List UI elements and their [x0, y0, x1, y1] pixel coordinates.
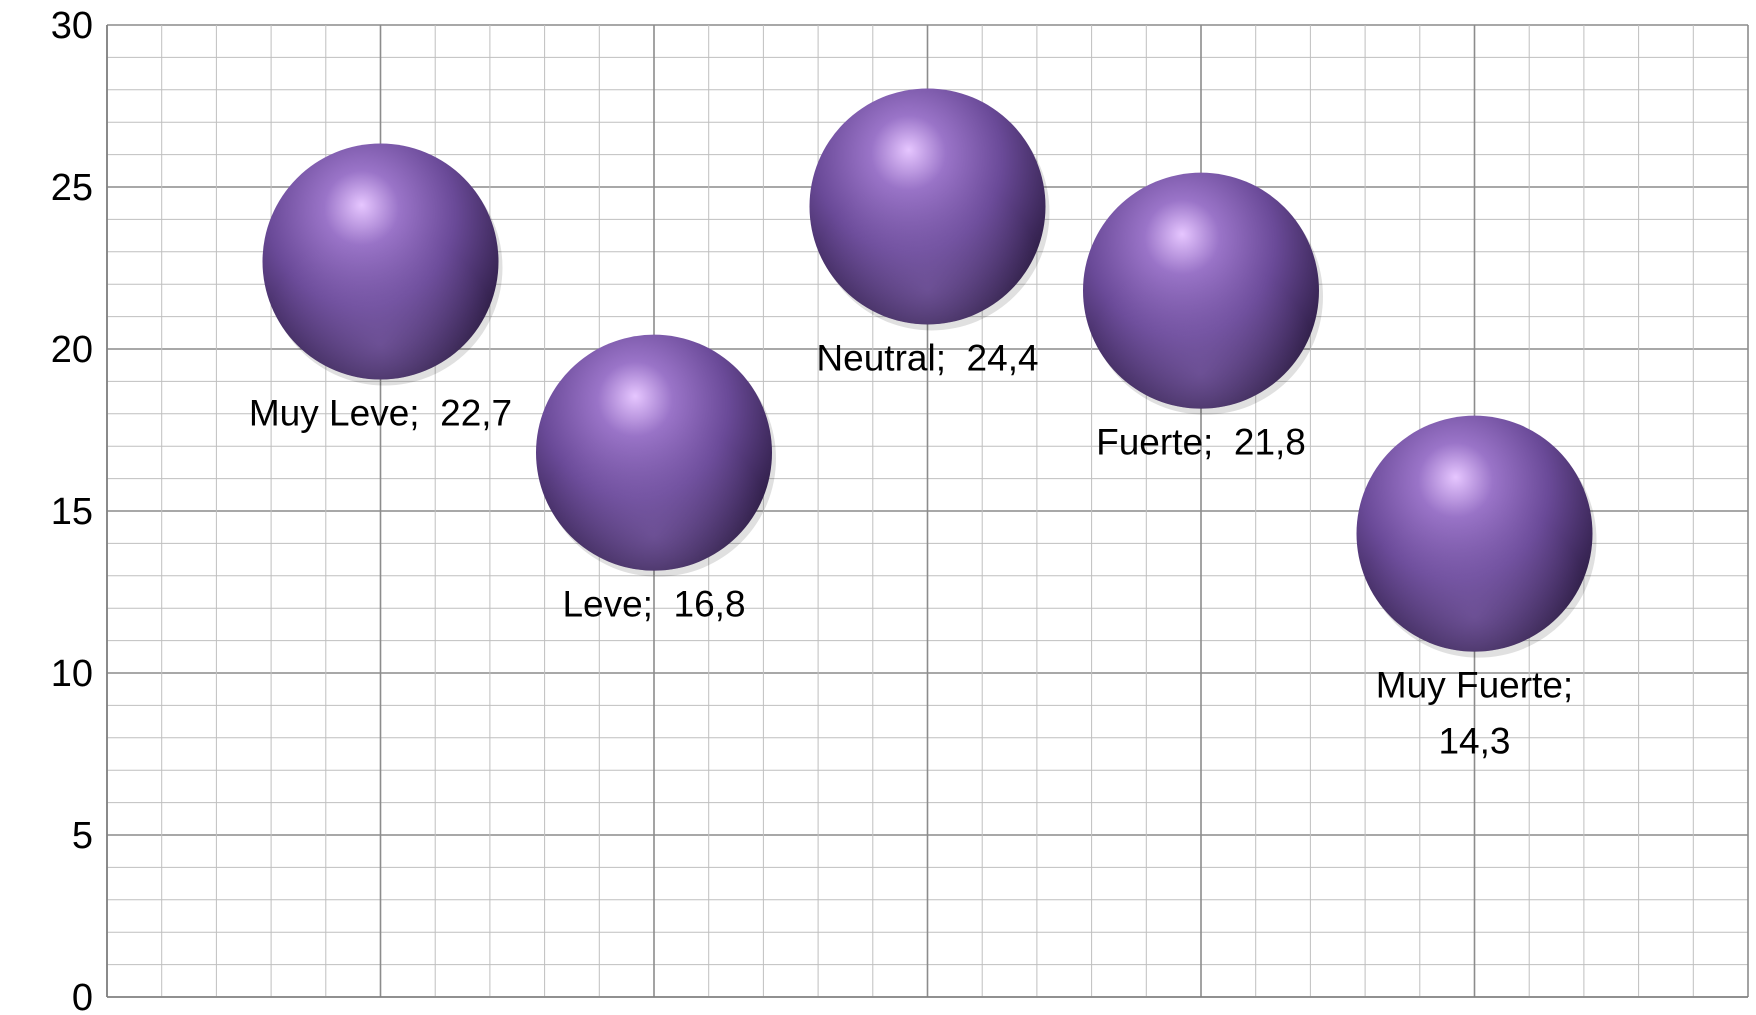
data-point: Muy Leve; 22,7	[249, 143, 512, 434]
point-sphere-rim	[262, 143, 499, 380]
point-sphere-rim	[809, 88, 1046, 325]
y-tick-label: 10	[51, 653, 93, 695]
data-point: Neutral; 24,4	[809, 88, 1050, 378]
point-sphere-rim	[536, 334, 772, 571]
y-tick-label: 30	[51, 5, 93, 47]
y-tick-label: 15	[51, 491, 93, 533]
data-point: Leve; 16,8	[536, 334, 776, 625]
point-sphere-rim	[1083, 172, 1319, 409]
data-label: Muy Leve; 22,7	[249, 393, 512, 434]
y-tick-label: 5	[72, 815, 93, 857]
data-points: Muy Leve; 22,7 Leve; 16,8 Neutral; 24,4 Fue…	[249, 88, 1597, 762]
data-point: Fuerte; 21,8	[1083, 172, 1323, 463]
data-label: Fuerte; 21,8	[1096, 422, 1306, 463]
y-tick-label: 0	[72, 977, 93, 1015]
y-tick-label: 25	[51, 167, 93, 209]
y-axis: 0 5 10 15 20 25 30	[51, 5, 1748, 1015]
y-tick-label: 20	[51, 329, 93, 371]
data-point: Muy Fuerte; 14,3	[1356, 415, 1597, 762]
data-label: Neutral; 24,4	[816, 337, 1038, 378]
point-sphere-rim	[1356, 415, 1593, 652]
data-label: Leve; 16,8	[562, 584, 745, 625]
data-label: Muy Fuerte;	[1376, 665, 1573, 706]
data-label: 14,3	[1438, 721, 1510, 762]
